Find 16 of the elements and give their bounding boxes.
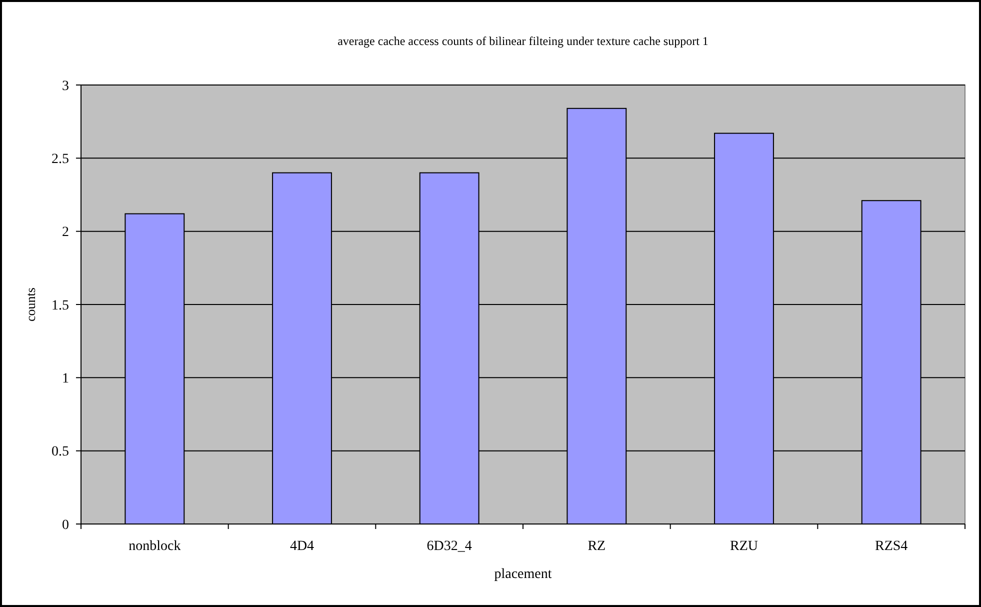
x-tick-label: nonblock	[128, 539, 181, 554]
y-tick-label: 2.5	[52, 152, 69, 168]
x-tick-label: RZU	[730, 539, 758, 554]
y-tick-label: 0.5	[52, 444, 69, 460]
x-tick-label: RZ	[588, 539, 606, 554]
y-tick-label: 1.5	[52, 298, 69, 314]
x-tick-label: RZS4	[874, 539, 908, 554]
y-tick-label: 1	[62, 372, 69, 387]
y-axis-title: counts	[23, 288, 38, 322]
y-tick-label: 0	[62, 518, 69, 533]
chart-title: average cache access counts of bilinear filteing under texture cache support 1	[338, 34, 708, 48]
y-tick-label: 2	[62, 225, 69, 240]
y-tick-label: 3	[62, 78, 69, 94]
x-axis-title: placement	[494, 567, 552, 582]
x-tick-label: 4D4	[290, 539, 314, 554]
x-tick-label: 6D32_4	[426, 539, 472, 554]
